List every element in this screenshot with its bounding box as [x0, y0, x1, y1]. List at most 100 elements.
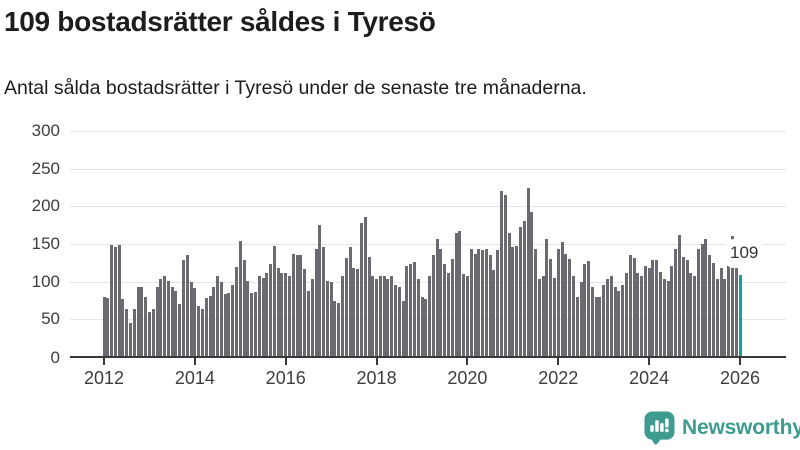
bar: [401, 300, 405, 357]
bar: [477, 249, 481, 357]
bar: [537, 279, 541, 357]
bar: [329, 282, 333, 357]
bar: [318, 225, 322, 357]
bar: [469, 249, 473, 357]
bar: [367, 256, 371, 357]
bar: [602, 285, 606, 357]
bar: [382, 275, 386, 357]
bar: [553, 277, 556, 357]
bar: [454, 232, 458, 357]
bar: [147, 311, 151, 357]
bar-highlighted: [738, 274, 742, 357]
bar: [212, 286, 216, 357]
bar: [386, 279, 390, 357]
bar: [730, 236, 734, 357]
bar: [280, 272, 284, 357]
bar: [185, 254, 189, 357]
bar: [189, 282, 193, 357]
x-axis-tick: [648, 358, 651, 365]
bar: [617, 290, 621, 357]
bar: [568, 259, 572, 357]
bar: [216, 276, 220, 357]
bar: [643, 265, 647, 357]
x-tick-label: 2016: [265, 368, 306, 388]
bar: [409, 263, 413, 357]
bar: [700, 244, 704, 357]
y-tick-label: 0: [50, 348, 60, 367]
bar: [193, 287, 197, 357]
bar: [163, 276, 167, 357]
bar: [412, 262, 416, 357]
bar: [125, 308, 129, 357]
bar: [522, 220, 526, 357]
newsworthy-logo: Newsworthy: [644, 411, 800, 445]
bar: [378, 276, 382, 357]
bar: [397, 286, 401, 357]
bar: [659, 271, 662, 357]
bar: [662, 279, 666, 357]
bar: [151, 308, 155, 357]
bar: [341, 275, 344, 357]
newsworthy-wordmark: Newsworthy: [682, 416, 800, 439]
bar: [295, 254, 299, 357]
x-axis-line: [70, 356, 786, 358]
bar: [488, 255, 492, 357]
bar: [246, 280, 250, 357]
y-gridline: [70, 206, 786, 208]
bar: [110, 244, 114, 357]
newsworthy-icon: [644, 411, 675, 445]
bar: [310, 279, 314, 357]
bar: [492, 269, 496, 357]
bar: [666, 280, 670, 357]
bar: [303, 268, 307, 357]
bar: [564, 253, 568, 357]
bar: [511, 247, 515, 357]
x-axis-tick: [103, 358, 105, 365]
bar: [689, 273, 693, 357]
x-tick-label: 2012: [83, 368, 125, 388]
bar: [587, 261, 591, 357]
bar: [363, 216, 367, 357]
bar: [356, 268, 360, 357]
bar: [583, 263, 587, 357]
bar: [257, 276, 261, 357]
y-tick-label: 50: [41, 309, 60, 329]
y-gridline: [70, 281, 786, 283]
bar: [621, 285, 625, 357]
bar: [253, 292, 257, 357]
bar: [526, 188, 530, 357]
bar: [632, 257, 636, 357]
x-axis-tick: [466, 358, 469, 365]
bar: [628, 254, 632, 357]
x-axis-tick: [284, 358, 287, 365]
bar: [496, 250, 500, 357]
bar: [696, 249, 700, 357]
bar: [473, 253, 477, 357]
bar: [132, 308, 136, 357]
bar: [443, 264, 447, 357]
bar: [299, 254, 303, 357]
bar: [674, 249, 678, 357]
bar: [325, 280, 329, 357]
bar: [613, 286, 617, 357]
bar: [306, 290, 310, 357]
x-axis-tick: [375, 358, 378, 365]
y-tick-label: 250: [31, 158, 60, 178]
bar: [447, 272, 450, 357]
bar: [420, 297, 424, 357]
page-title: 109 bostadsrätter såldes i Tyresö: [4, 6, 436, 37]
x-axis-tick: [193, 358, 196, 365]
bar: [174, 290, 178, 357]
bar: [117, 244, 121, 357]
bar: [223, 294, 227, 357]
bar: [712, 262, 715, 357]
page-subtitle: Antal sålda bostadsrätter i Tyresö under…: [4, 77, 587, 99]
x-tick-label: 2024: [629, 368, 670, 388]
bar: [121, 298, 125, 357]
bar: [424, 298, 428, 357]
bar: [235, 266, 238, 357]
bar: [261, 277, 265, 357]
y-gridline: [70, 319, 786, 321]
x-tick-label: 2014: [174, 368, 215, 388]
bar: [560, 241, 564, 357]
